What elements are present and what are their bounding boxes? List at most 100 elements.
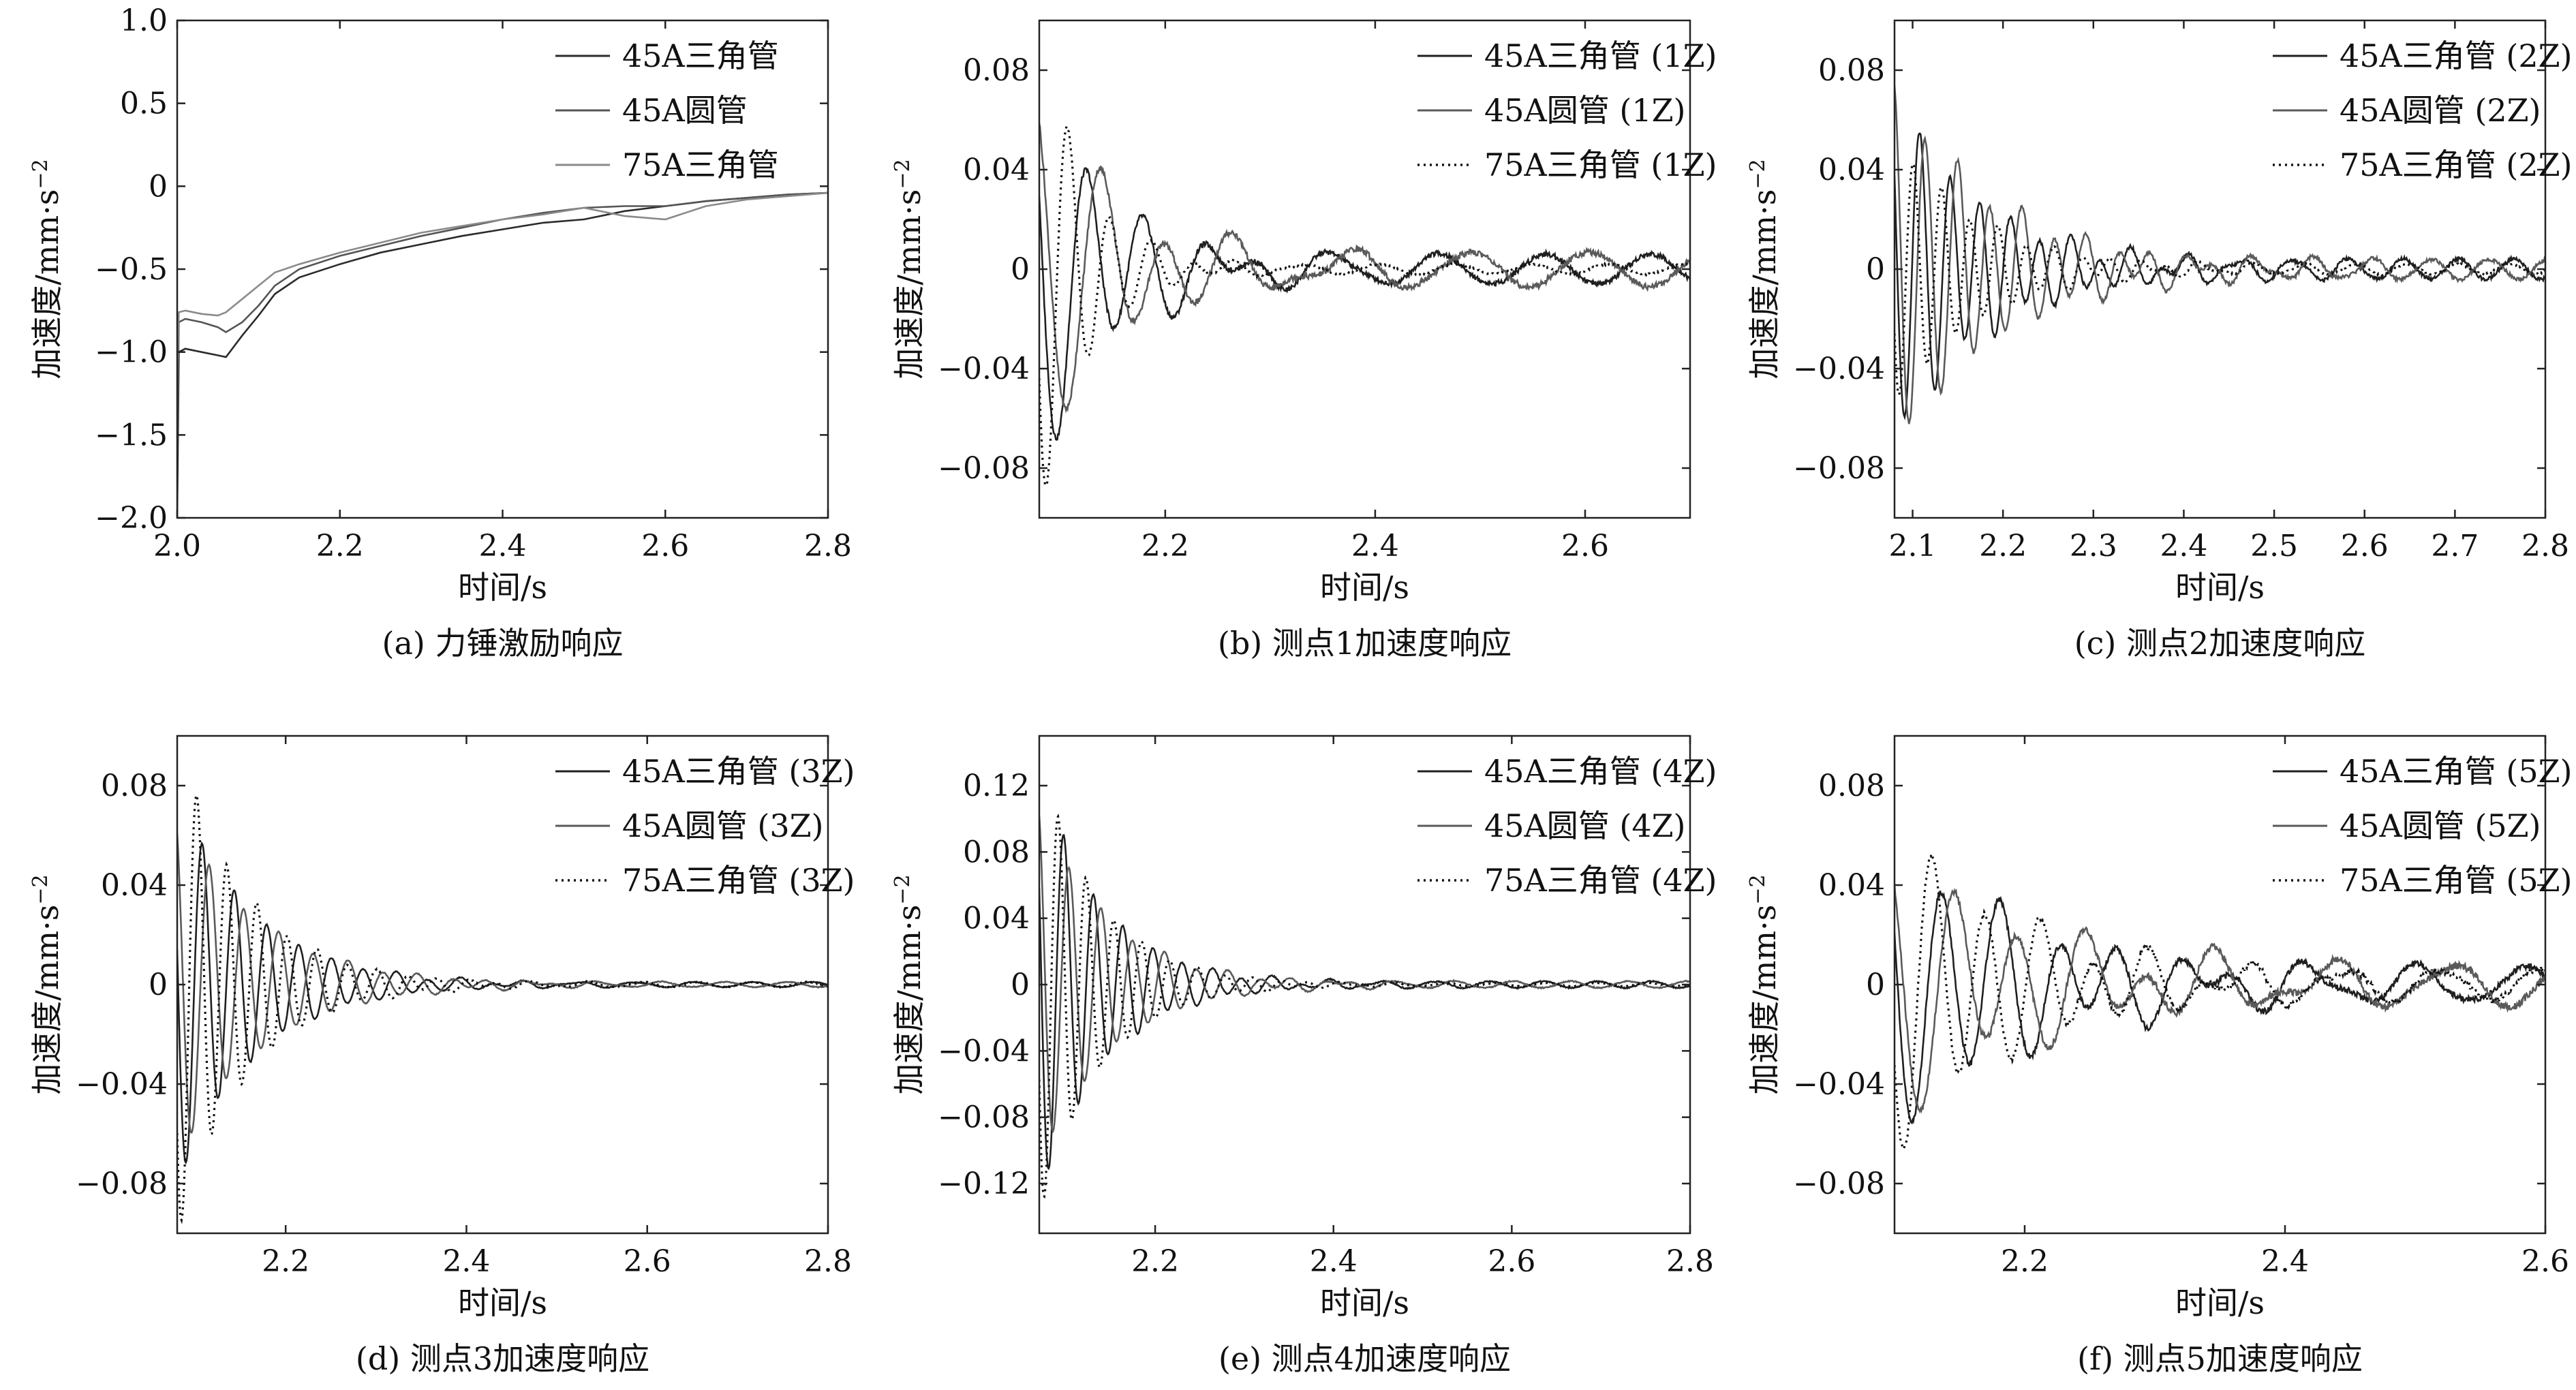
y-tick-label: 0.08 bbox=[963, 53, 1030, 88]
y-tick-label: 0.04 bbox=[101, 868, 168, 903]
legend: 45A三角管 (2Z) 45A圆管 (2Z) 75A三角管 (2Z) bbox=[2273, 37, 2573, 183]
x-tick-label: 2.6 bbox=[2521, 1244, 2569, 1279]
series-line-2 bbox=[1895, 85, 2545, 424]
y-tick-label: 0.04 bbox=[1818, 868, 1885, 903]
x-axis-label: 时间/s bbox=[2175, 1284, 2265, 1321]
y-tick-label: −0.08 bbox=[938, 1100, 1030, 1135]
panel-caption: (a) 力锤激励响应 bbox=[382, 625, 624, 662]
panel-caption: (b) 测点1加速度响应 bbox=[1218, 625, 1512, 662]
x-tick-label: 2.6 bbox=[1561, 529, 1609, 563]
x-axis-label: 时间/s bbox=[1320, 569, 1409, 606]
series-line-3 bbox=[177, 792, 828, 1224]
y-axis-label-exponent: −2 bbox=[891, 874, 915, 904]
y-tick-label: 0.08 bbox=[101, 769, 168, 803]
legend-label-3: 75A三角管 (2Z) bbox=[2340, 146, 2573, 183]
legend: 45A三角管 (4Z) 45A圆管 (4Z) 75A三角管 (4Z) bbox=[1417, 753, 1717, 899]
y-tick-label: −0.04 bbox=[1793, 1067, 1885, 1102]
y-axis-label-text: 加速度/mm·s bbox=[1746, 189, 1783, 380]
legend-label-3: 75A三角管 (3Z) bbox=[622, 862, 855, 899]
x-tick-label: 2.2 bbox=[1131, 1244, 1179, 1279]
chart-panel-c: 2.1 2.2 2.3 2.4 2.5 2.6 2.7 2.8 −0.08 −0.04 0 0.04 0… bbox=[1746, 19, 2573, 662]
y-axis-label: 加速度/mm·s−2 bbox=[891, 159, 927, 379]
series-group bbox=[1895, 852, 2545, 1152]
y-tick-label: 0 bbox=[1011, 252, 1030, 287]
series-line-3 bbox=[177, 191, 828, 369]
legend-label-3: 75A三角管 (1Z) bbox=[1484, 146, 1717, 183]
x-tick-label: 2.6 bbox=[2341, 529, 2389, 563]
y-tick-label: 0.12 bbox=[963, 769, 1030, 803]
y-axis-label-text: 加速度/mm·s bbox=[29, 905, 65, 1095]
series-line-3 bbox=[1895, 161, 2545, 397]
y-tick-label: −0.04 bbox=[76, 1067, 168, 1102]
series-line-3 bbox=[1895, 852, 2545, 1152]
series-line-1 bbox=[1895, 890, 2545, 1125]
x-tick-label: 2.2 bbox=[1141, 529, 1189, 563]
y-tick-label: −0.08 bbox=[1793, 1167, 1885, 1201]
legend-label-1: 45A三角管 bbox=[622, 37, 779, 74]
x-tick-label: 2.0 bbox=[153, 529, 201, 563]
legend-label-1: 45A三角管 (5Z) bbox=[2340, 753, 2573, 790]
series-line-2 bbox=[1039, 123, 1690, 414]
y-tick-label: −1.5 bbox=[95, 418, 168, 452]
series-line-1 bbox=[1039, 167, 1690, 441]
x-tick-label: 2.4 bbox=[442, 1244, 490, 1279]
y-tick-label: 1.0 bbox=[120, 3, 168, 38]
y-tick-label: 0.08 bbox=[963, 835, 1030, 869]
x-tick-label: 2.6 bbox=[641, 529, 689, 563]
y-axis-label-text: 加速度/mm·s bbox=[891, 905, 927, 1095]
chart-panel-b: 2.2 2.4 2.6 −0.08 −0.04 0 0.04 0.08 时间/s 加速度/mm·s… bbox=[891, 19, 1717, 662]
chart-panel-f: 2.2 2.4 2.6 −0.08 −0.04 0 0.04 0.08 时间/s 加速度/mm·s… bbox=[1746, 735, 2573, 1377]
series-line-2 bbox=[177, 191, 828, 452]
panel-caption: (d) 测点3加速度响应 bbox=[356, 1340, 649, 1377]
y-tick-label: −0.08 bbox=[76, 1167, 168, 1201]
x-tick-label: 2.8 bbox=[1666, 1244, 1714, 1279]
panel-caption: (e) 测点4加速度响应 bbox=[1218, 1340, 1511, 1377]
y-tick-label: 0 bbox=[149, 169, 168, 204]
chart-panel-e: 2.2 2.4 2.6 2.8 −0.12 −0.08 −0.04 0 0.04 0.08 0.12… bbox=[891, 735, 1717, 1377]
y-axis-label: 加速度/mm·s−2 bbox=[1746, 874, 1783, 1094]
legend: 45A三角管 (1Z) 45A圆管 (1Z) 75A三角管 (1Z) bbox=[1417, 37, 1717, 183]
legend: 45A三角管 (5Z) 45A圆管 (5Z) 75A三角管 (5Z) bbox=[2273, 753, 2573, 899]
y-tick-label: −0.12 bbox=[938, 1167, 1030, 1201]
y-axis-label: 加速度/mm·s−2 bbox=[1746, 159, 1783, 379]
y-tick-label: 0.04 bbox=[963, 153, 1030, 187]
legend-label-3: 75A三角管 (5Z) bbox=[2340, 862, 2573, 899]
y-axis-label-text: 加速度/mm·s bbox=[891, 189, 927, 380]
x-tick-label: 2.3 bbox=[2070, 529, 2117, 563]
x-tick-label: 2.8 bbox=[804, 1244, 852, 1279]
x-axis-label: 时间/s bbox=[1320, 1284, 1409, 1321]
y-tick-label: −1.0 bbox=[95, 335, 168, 370]
series-group bbox=[177, 792, 828, 1224]
series-line-3 bbox=[1039, 123, 1690, 488]
legend-label-3: 75A三角管 (4Z) bbox=[1484, 862, 1717, 899]
x-tick-label: 2.8 bbox=[2521, 529, 2569, 563]
x-axis-label: 时间/s bbox=[458, 1284, 547, 1321]
y-tick-label: −0.04 bbox=[1793, 352, 1885, 386]
x-tick-label: 2.4 bbox=[479, 529, 527, 563]
y-axis-label: 加速度/mm·s−2 bbox=[891, 874, 927, 1094]
x-tick-label: 2.4 bbox=[1351, 529, 1399, 563]
y-tick-label: −0.5 bbox=[95, 252, 168, 287]
y-tick-label: −0.08 bbox=[938, 451, 1030, 486]
series-line-3 bbox=[1039, 814, 1690, 1199]
legend-label-1: 45A三角管 (2Z) bbox=[2340, 37, 2573, 74]
y-tick-label: 0 bbox=[1011, 968, 1030, 1002]
legend-label-2: 45A圆管 (4Z) bbox=[1484, 807, 1686, 844]
y-tick-label: 0.08 bbox=[1818, 53, 1885, 88]
legend: 45A三角管 (3Z) 45A圆管 (3Z) 75A三角管 (3Z) bbox=[555, 753, 855, 899]
y-axis-label-text: 加速度/mm·s bbox=[29, 189, 65, 380]
y-tick-label: 0 bbox=[1866, 252, 1885, 287]
x-tick-label: 2.1 bbox=[1889, 529, 1937, 563]
x-tick-label: 2.4 bbox=[1310, 1244, 1358, 1279]
y-axis-label-exponent: −2 bbox=[891, 159, 915, 189]
y-axis-label-exponent: −2 bbox=[29, 874, 52, 904]
legend-label-1: 45A三角管 (3Z) bbox=[622, 753, 855, 790]
x-tick-label: 2.7 bbox=[2431, 529, 2479, 563]
y-tick-label: 0.04 bbox=[1818, 153, 1885, 187]
legend-label-1: 45A三角管 (4Z) bbox=[1484, 753, 1717, 790]
series-line-2 bbox=[1039, 815, 1690, 1134]
y-axis-label-exponent: −2 bbox=[1746, 159, 1770, 189]
series-line-1 bbox=[177, 841, 828, 1165]
